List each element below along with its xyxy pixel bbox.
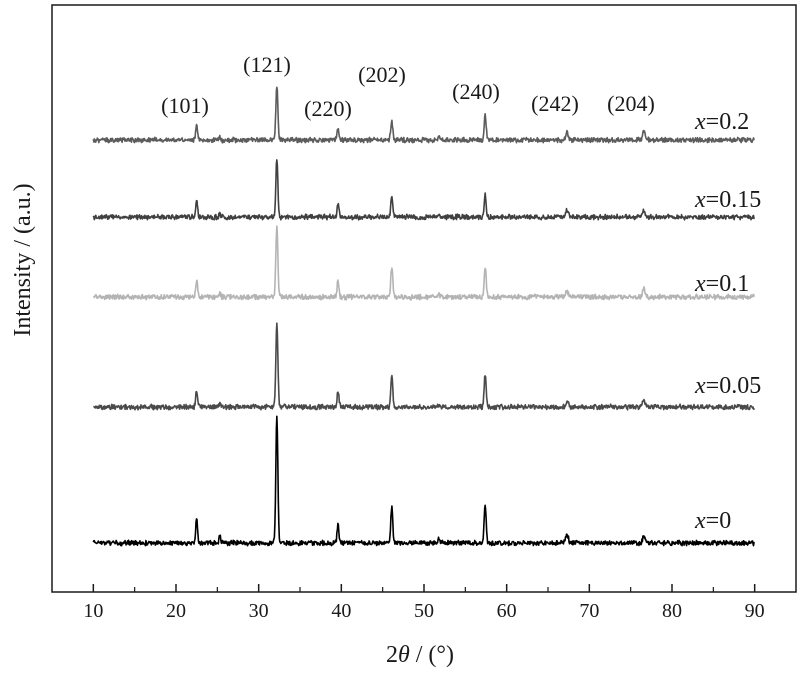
x-tick-label: 40 — [331, 600, 351, 622]
x-axis-ticks: 10 20 30 40 50 60 70 80 90 — [83, 584, 765, 622]
peak-label: (204) — [607, 91, 655, 116]
x-axis-title: 2θ / (°) — [386, 642, 454, 668]
x-tick-label: 60 — [497, 600, 517, 622]
x-tick-label: 30 — [249, 600, 269, 622]
series-trace — [92, 86, 755, 144]
peak-labels-group: (101) (121) (220)(202) (240) (242) (204) — [161, 52, 655, 121]
peak-label: (121) — [243, 52, 291, 77]
series-trace — [93, 322, 756, 411]
series-label: x=0.05 — [694, 373, 761, 399]
traces-group — [92, 86, 756, 547]
y-axis-title: Intensity / (a.u.) — [10, 183, 36, 336]
x-tick-label: 10 — [83, 600, 103, 622]
series-label: x=0.1 — [694, 271, 749, 297]
x-tick-label: 70 — [579, 600, 599, 622]
series-trace — [92, 415, 756, 547]
peak-label: (101) — [161, 93, 209, 118]
series-trace — [93, 225, 756, 301]
peak-label: (240) — [452, 79, 500, 104]
peak-label: (242) — [531, 91, 579, 116]
series-trace — [92, 159, 756, 221]
series-labels-group: x=0 x=0.05 x=0.1 x=0.15 x=0.2 — [694, 109, 761, 534]
peak-label: (220) — [304, 96, 352, 121]
x-tick-label: 90 — [745, 600, 765, 622]
x-tick-label: 50 — [414, 600, 434, 622]
x-tick-label: 20 — [166, 600, 186, 622]
series-label: x=0.15 — [694, 187, 761, 213]
x-tick-label: 80 — [662, 600, 682, 622]
series-label: x=0 — [694, 508, 731, 534]
series-label: x=0.2 — [694, 109, 749, 135]
peak-label: (202) — [358, 62, 406, 87]
